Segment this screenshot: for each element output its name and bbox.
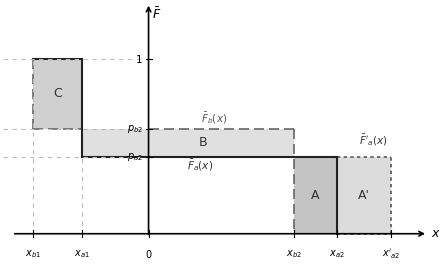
Text: $\bar{F}_a(x)$: $\bar{F}_a(x)$ [187, 157, 213, 173]
Text: $x'_{a2}$: $x'_{a2}$ [382, 248, 401, 261]
Text: $x_{a2}$: $x_{a2}$ [329, 248, 345, 260]
Text: $\bar{F}_b(x)$: $\bar{F}_b(x)$ [201, 110, 227, 126]
Text: B: B [199, 136, 207, 149]
Text: $\bar{F}$: $\bar{F}$ [152, 6, 162, 22]
Text: A: A [311, 189, 320, 202]
Text: $x$: $x$ [431, 227, 441, 240]
Text: $\bar{F}'_a(x)$: $\bar{F}'_a(x)$ [359, 133, 388, 148]
Text: A': A' [358, 189, 370, 202]
Bar [337, 157, 392, 234]
Bar [33, 59, 82, 129]
Text: C: C [53, 87, 62, 100]
Text: $p_{a2}$: $p_{a2}$ [127, 151, 143, 163]
Text: $0$: $0$ [145, 248, 152, 260]
Text: $1$: $1$ [136, 53, 143, 65]
Text: $x_{a1}$: $x_{a1}$ [74, 248, 89, 260]
Text: $x_{b2}$: $x_{b2}$ [286, 248, 302, 260]
Bar [294, 157, 337, 234]
Text: $p_{b2}$: $p_{b2}$ [127, 123, 143, 135]
Bar [82, 129, 294, 157]
Text: $x_{b1}$: $x_{b1}$ [25, 248, 41, 260]
